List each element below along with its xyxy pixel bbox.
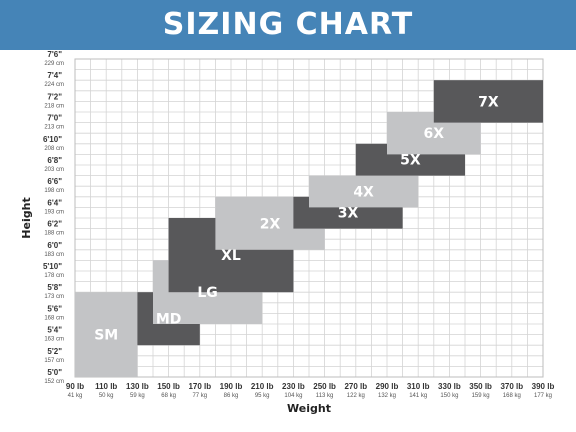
- y-tick-sublabel: 157 cm: [44, 358, 64, 364]
- y-tick-sublabel: 229 cm: [44, 61, 64, 67]
- plot-frame: [74, 58, 544, 378]
- y-tick-sublabel: 152 cm: [44, 379, 64, 385]
- y-tick-sublabel: 183 cm: [44, 252, 64, 258]
- y-tick-sublabel: 208 cm: [44, 146, 64, 152]
- y-tick-sublabel: 163 cm: [44, 337, 64, 343]
- x-tick-label: 230 lb: [282, 382, 305, 391]
- size-label-7x: 7X: [478, 94, 499, 110]
- y-tick-label: 6'4": [47, 198, 62, 207]
- x-tick-label: 390 lb: [532, 382, 555, 391]
- size-label-lg: LG: [197, 285, 217, 301]
- x-tick-sublabel: 150 kg: [440, 393, 458, 399]
- x-tick-label: 190 lb: [220, 382, 243, 391]
- x-tick-sublabel: 168 kg: [503, 393, 521, 399]
- x-tick-label: 350 lb: [469, 382, 492, 391]
- y-tick-label: 5'0": [47, 368, 62, 377]
- header-bar: [0, 0, 576, 50]
- size-label-2x: 2X: [260, 216, 281, 232]
- x-tick-sublabel: 104 kg: [284, 393, 302, 399]
- x-tick-label: 330 lb: [438, 382, 461, 391]
- x-tick-sublabel: 68 kg: [161, 393, 176, 399]
- x-tick-label: 370 lb: [500, 382, 523, 391]
- x-tick-sublabel: 86 kg: [224, 393, 239, 399]
- x-tick-label: 150 lb: [157, 382, 180, 391]
- y-tick-sublabel: 198 cm: [44, 188, 64, 194]
- x-tick-sublabel: 132 kg: [378, 393, 396, 399]
- size-label-5x: 5X: [400, 153, 421, 169]
- size-label-sm: SM: [94, 328, 118, 344]
- size-label-3x: 3X: [338, 206, 359, 222]
- y-tick-sublabel: 224 cm: [44, 82, 64, 88]
- y-axis-title: Height: [20, 197, 33, 238]
- x-tick-label: 90 lb: [66, 382, 84, 391]
- y-tick-label: 5'6": [47, 304, 62, 313]
- y-tick-label: 6'8": [47, 156, 62, 165]
- y-tick-label: 6'10": [43, 135, 62, 144]
- x-tick-sublabel: 113 kg: [316, 393, 334, 399]
- size-label-md: MD: [156, 312, 182, 328]
- x-tick-sublabel: 141 kg: [409, 393, 427, 399]
- x-tick-sublabel: 41 kg: [68, 393, 83, 399]
- x-tick-sublabel: 177 kg: [534, 393, 552, 399]
- x-tick-sublabel: 122 kg: [347, 393, 365, 399]
- x-axis-title: Weight: [287, 402, 331, 415]
- y-tick-label: 5'8": [47, 283, 62, 292]
- y-tick-label: 6'6": [47, 177, 62, 186]
- size-box-sm: [75, 292, 138, 377]
- x-tick-label: 130 lb: [126, 382, 149, 391]
- x-tick-label: 110 lb: [95, 382, 117, 391]
- size-label-xl: XL: [221, 248, 241, 264]
- y-tick-sublabel: 178 cm: [44, 273, 64, 279]
- page-title: SIZING CHART: [162, 7, 414, 42]
- x-tick-sublabel: 95 kg: [255, 393, 270, 399]
- y-tick-sublabel: 188 cm: [44, 231, 64, 237]
- y-tick-sublabel: 203 cm: [44, 167, 64, 173]
- size-label-6x: 6X: [424, 126, 445, 142]
- y-tick-sublabel: 218 cm: [44, 103, 64, 109]
- x-tick-label: 290 lb: [376, 382, 399, 391]
- x-tick-sublabel: 159 kg: [472, 393, 490, 399]
- x-tick-label: 310 lb: [407, 382, 430, 391]
- x-tick-label: 270 lb: [344, 382, 367, 391]
- y-tick-label: 7'2": [47, 92, 62, 101]
- y-tick-label: 7'6": [47, 50, 62, 59]
- y-tick-sublabel: 168 cm: [44, 315, 64, 321]
- y-tick-sublabel: 173 cm: [44, 294, 64, 300]
- y-tick-label: 5'4": [47, 326, 62, 335]
- x-tick-sublabel: 59 kg: [130, 393, 145, 399]
- size-label-4x: 4X: [353, 185, 374, 201]
- x-tick-sublabel: 77 kg: [192, 393, 207, 399]
- y-tick-label: 5'10": [43, 262, 62, 271]
- y-tick-label: 7'4": [47, 71, 62, 80]
- y-tick-label: 7'0": [47, 114, 62, 123]
- y-tick-label: 6'2": [47, 220, 62, 229]
- x-tick-sublabel: 50 kg: [99, 393, 114, 399]
- x-tick-label: 170 lb: [188, 382, 211, 391]
- y-tick-label: 5'2": [47, 347, 62, 356]
- y-tick-sublabel: 213 cm: [44, 125, 64, 131]
- size-box-4x: [309, 175, 419, 208]
- y-tick-sublabel: 193 cm: [44, 209, 64, 215]
- size-box-7x: [433, 80, 543, 123]
- x-tick-label: 210 lb: [251, 382, 274, 391]
- x-tick-label: 250 lb: [313, 382, 336, 391]
- y-tick-label: 6'0": [47, 241, 62, 250]
